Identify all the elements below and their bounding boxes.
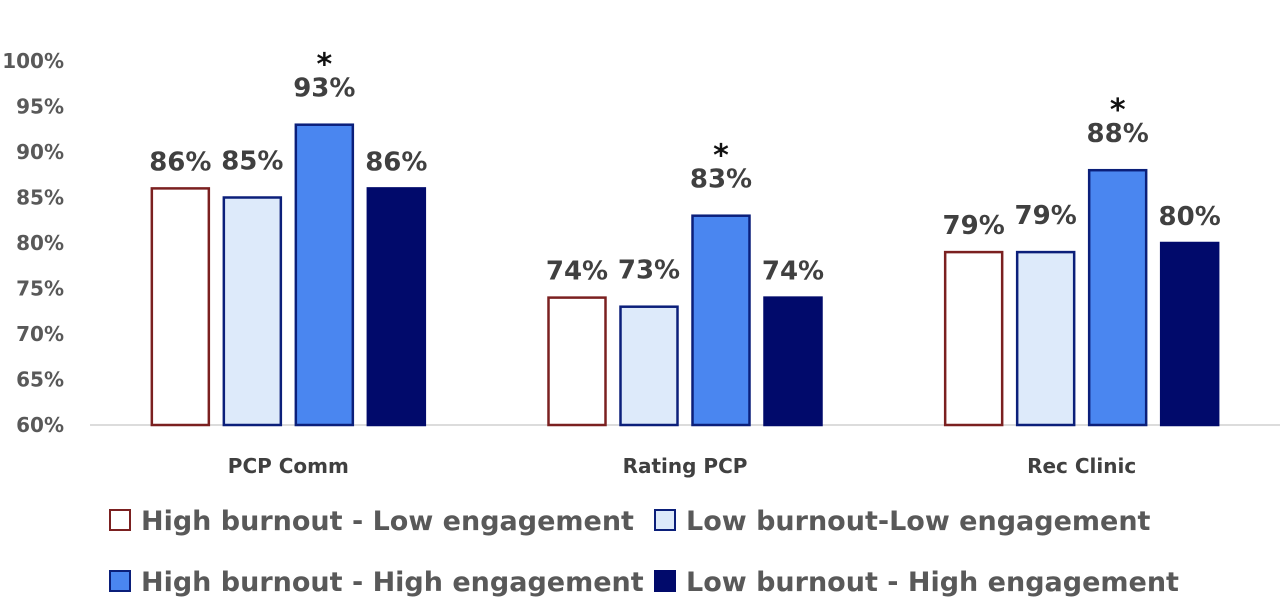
- y-tick-label: 85%: [16, 186, 64, 210]
- y-tick-label: 60%: [16, 413, 64, 437]
- data-label: 85%: [221, 147, 283, 177]
- y-tick-label: 80%: [16, 231, 64, 255]
- bar: [763, 296, 823, 427]
- bar: [619, 305, 679, 427]
- significance-marker: *: [713, 139, 729, 174]
- bar: [294, 123, 355, 427]
- legend: High burnout - Low engagement Low burnout…: [109, 506, 1179, 598]
- bar: [1087, 168, 1148, 427]
- legend-swatch: [109, 570, 131, 592]
- bar: [366, 187, 427, 427]
- legend-swatch: [654, 570, 676, 592]
- data-label: 86%: [149, 147, 211, 177]
- x-tick-label: Rec Clinic: [1027, 454, 1136, 478]
- y-axis: 60% 65% 70% 75% 80% 85% 90% 95% 100%: [2, 49, 64, 437]
- y-tick-label: 95%: [16, 95, 64, 119]
- y-tick-label: 90%: [16, 140, 64, 164]
- bar: [943, 250, 1004, 427]
- bar: [1159, 241, 1220, 427]
- bar: [222, 196, 283, 427]
- data-label: 79%: [1015, 201, 1077, 231]
- bar: [1015, 250, 1076, 427]
- bar: [150, 187, 211, 427]
- bar: [547, 296, 607, 427]
- data-label: 83%: [690, 165, 752, 195]
- x-axis-categories: PCP Comm Rating PCP Rec Clinic: [228, 454, 1136, 478]
- significance-marker: *: [1110, 93, 1126, 128]
- legend-label: Low burnout - High engagement: [686, 567, 1179, 598]
- legend-swatch: [109, 509, 131, 531]
- data-label: 93%: [293, 74, 355, 104]
- y-tick-label: 75%: [16, 277, 64, 301]
- legend-label: High burnout - High engagement: [141, 567, 644, 598]
- data-label: 73%: [618, 256, 680, 286]
- y-tick-label: 70%: [16, 322, 64, 346]
- x-tick-label: PCP Comm: [228, 454, 349, 478]
- bar: [691, 214, 751, 427]
- data-label: 74%: [762, 257, 824, 287]
- significance-marker: *: [316, 48, 332, 83]
- legend-swatch: [654, 509, 676, 531]
- y-tick-label: 100%: [2, 49, 64, 73]
- legend-label: High burnout - Low engagement: [141, 506, 634, 537]
- data-label: 80%: [1159, 202, 1221, 232]
- data-label: 79%: [943, 211, 1005, 241]
- bars: 86% 85%93%*86%74% 73%83%*74%79% 79%88%*80%: [149, 48, 1221, 427]
- x-tick-label: Rating PCP: [623, 454, 748, 478]
- y-tick-label: 65%: [16, 368, 64, 392]
- data-label: 74%: [546, 257, 608, 287]
- legend-label: Low burnout-Low engagement: [686, 506, 1151, 537]
- data-label: 86%: [365, 147, 427, 177]
- data-label: 88%: [1087, 119, 1149, 149]
